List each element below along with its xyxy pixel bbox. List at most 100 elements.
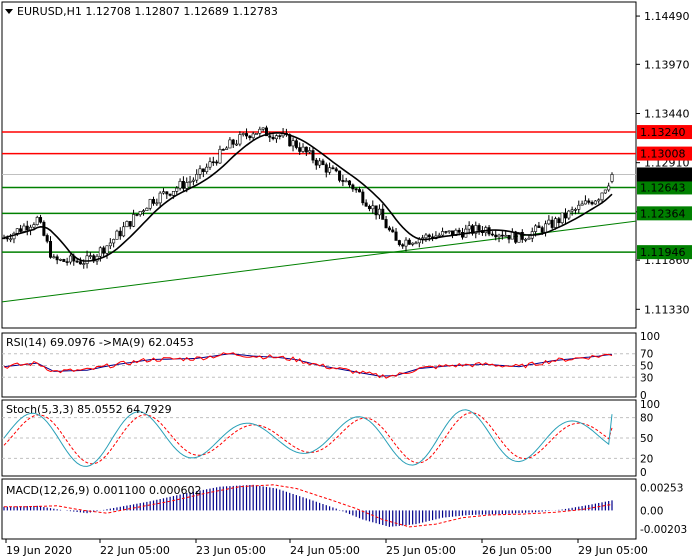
candle-body	[401, 244, 405, 247]
candle-body	[527, 237, 531, 240]
candle-body	[567, 210, 571, 219]
candle-body	[557, 218, 561, 224]
rsi-pane[interactable]: RSI(14) 69.0976 ->MA(9) 62.0453 100 70503…	[1, 331, 660, 402]
candle-body	[221, 149, 225, 151]
candle-body	[55, 256, 59, 261]
candle-body	[158, 192, 162, 204]
candle-body	[544, 223, 548, 233]
candle-body	[520, 231, 524, 240]
time-tick-label: 19 Jun 2020	[6, 544, 72, 557]
candle-body	[497, 234, 501, 238]
support-level-badge	[637, 180, 692, 195]
price-tick-label: 1.14490	[644, 10, 690, 23]
candle-body	[142, 210, 146, 212]
candle-body	[490, 233, 494, 236]
candle-body	[331, 167, 335, 170]
candle-body	[573, 209, 577, 211]
candle-body	[78, 261, 82, 265]
candle-body	[258, 128, 262, 134]
macd-label: MACD(12,26,9) 0.001100 0.000602	[6, 484, 202, 497]
time-tick-label: 22 Jun 05:00	[100, 544, 170, 557]
candle-body	[205, 166, 209, 172]
candle-body	[427, 234, 431, 238]
stochastic-label: Stoch(5,3,3) 85.0552 64.7929	[6, 403, 172, 416]
rsi-tick-label: 50	[640, 361, 653, 373]
candle-body	[49, 241, 53, 258]
candle-body	[155, 202, 159, 205]
candle-body	[397, 240, 401, 245]
candle-body	[570, 209, 574, 212]
candle-body	[351, 184, 355, 190]
stochastic-pane[interactable]: Stoch(5,3,3) 85.0552 64.7929 100 80 50 20 0	[1, 399, 660, 479]
candle-body	[474, 225, 478, 234]
candle-body	[261, 127, 265, 130]
candle-body	[42, 221, 46, 236]
macd-pane[interactable]: MACD(12,26,9) 0.001100 0.000602 0.002530…	[1, 478, 687, 540]
candle-body	[597, 199, 601, 202]
candle-body	[238, 134, 242, 145]
candle-body	[411, 242, 415, 245]
candle-body	[563, 212, 567, 219]
candle-body	[171, 191, 175, 196]
candle-body	[168, 193, 172, 196]
candle-body	[447, 230, 451, 233]
candle-body	[39, 217, 43, 223]
candle-body	[560, 212, 564, 224]
symbol-ohlc-label: EURUSD,H1 1.12708 1.12807 1.12689 1.1278…	[17, 5, 278, 18]
stochastic-signal-line	[3, 412, 613, 465]
candle-body	[537, 225, 541, 228]
support-level-badge	[637, 206, 692, 221]
candle-body	[364, 202, 368, 207]
macd-axis: 0.00253 0.00 -0.00203	[640, 482, 687, 536]
candle-body	[291, 140, 295, 147]
rsi-grid	[2, 353, 636, 378]
candle-body	[19, 228, 23, 232]
resistance-level-label: 1.13008	[640, 148, 686, 161]
candle-body	[52, 256, 56, 259]
candle-body	[600, 192, 604, 201]
price-axis[interactable]: 1.144901.139701.134401.129101.123801.118…	[636, 10, 690, 316]
candle-body	[2, 237, 6, 240]
stochastic-tick-label: 0	[640, 467, 647, 479]
candle-body	[211, 161, 215, 164]
candle-body	[274, 135, 278, 140]
stochastic-tick-label: 80	[640, 413, 653, 425]
stochastic-tick-label: 50	[640, 433, 653, 445]
time-axis[interactable]: 19 Jun 2020 22 Jun 05:00 23 Jun 05:00 24 Ju…	[5, 539, 648, 557]
candle-body	[587, 200, 591, 203]
candle-body	[32, 224, 36, 228]
price-tick-label: 1.11330	[644, 303, 690, 316]
current-price-badge	[637, 167, 692, 182]
candle-body	[494, 234, 498, 238]
candle-body	[301, 146, 305, 152]
price-tick-label: 1.13440	[644, 107, 690, 120]
candle-body	[128, 221, 132, 227]
candle-body	[185, 182, 189, 189]
candle-body	[228, 139, 232, 149]
candle-body	[357, 189, 361, 193]
candle-body	[504, 234, 508, 237]
candle-body	[550, 219, 554, 228]
candle-body	[178, 180, 182, 189]
candle-body	[152, 199, 156, 204]
macd-pane-border	[1, 478, 637, 540]
candle-body	[225, 147, 229, 150]
candle-body	[9, 238, 13, 241]
candle-body	[444, 231, 448, 233]
candle-body	[248, 135, 252, 139]
candle-body	[245, 133, 249, 137]
candle-body	[517, 231, 521, 243]
candle-body	[454, 229, 458, 236]
candle-body	[102, 247, 106, 254]
candle-body	[251, 133, 255, 139]
candle-body	[92, 255, 96, 262]
price-pane[interactable]: EURUSD,H1 1.12708 1.12807 1.12689 1.1278…	[1, 1, 692, 329]
candle-body	[371, 205, 375, 210]
candle-body	[441, 231, 445, 236]
candle-body	[122, 226, 126, 237]
macd-tick-label: 0.00253	[640, 482, 683, 494]
candle-body	[324, 164, 328, 173]
collapse-triangle-icon[interactable]	[5, 9, 13, 14]
candle-body	[308, 150, 312, 153]
candle-body	[607, 185, 611, 191]
